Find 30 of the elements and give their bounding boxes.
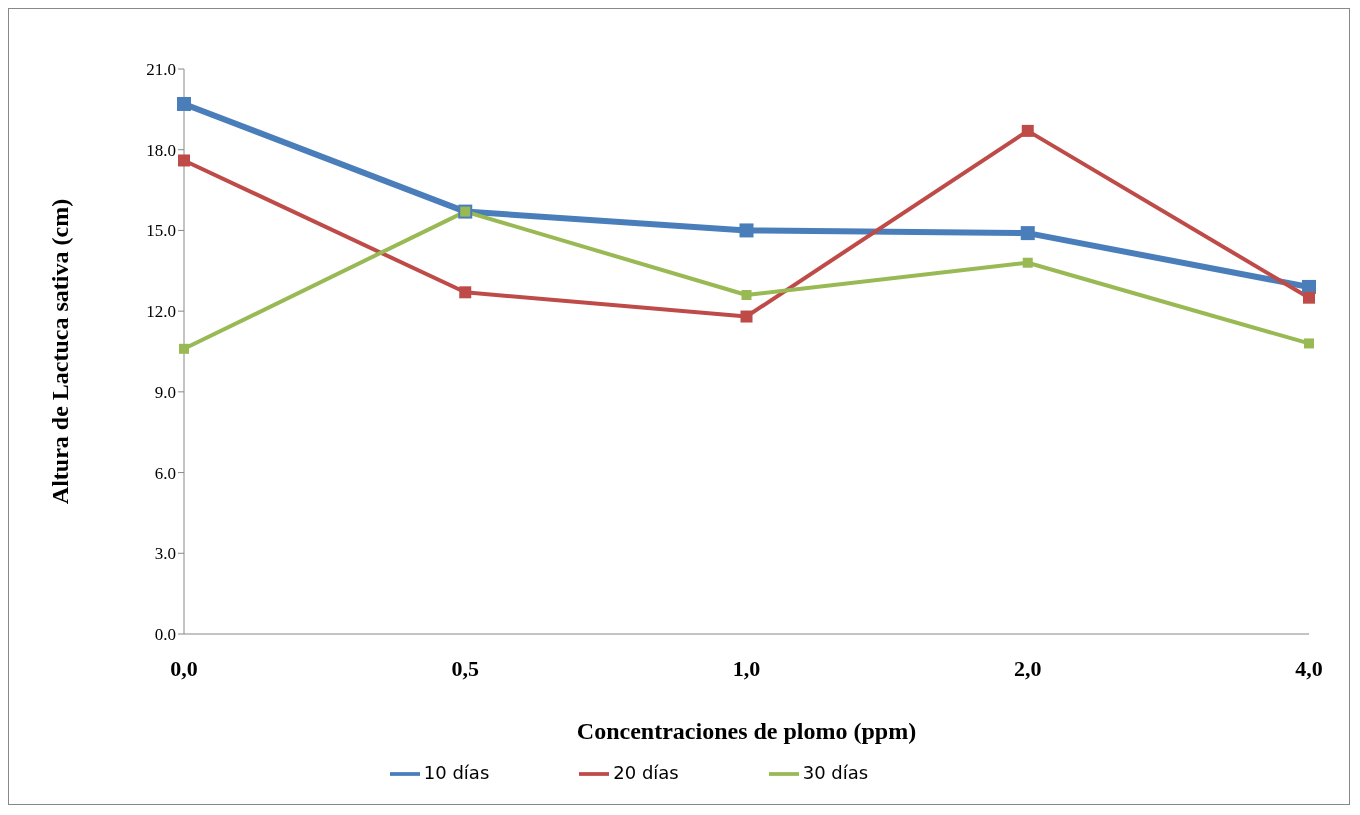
legend-label: 20 días <box>613 762 679 783</box>
y-tick-label: 6.0 <box>154 463 176 483</box>
x-tick-label: 0,0 <box>170 655 198 681</box>
point <box>1304 338 1314 349</box>
legend-label: 30 días <box>802 762 869 783</box>
point <box>1021 124 1034 137</box>
x-axis-title: Concentraciones de plomo (ppm) <box>576 718 917 744</box>
y-tick-label: 12.0 <box>146 302 176 322</box>
point <box>740 310 753 323</box>
point <box>459 286 472 299</box>
x-tick-label: 1,0 <box>732 655 761 681</box>
point <box>1022 257 1033 268</box>
x-tick-label: 0,5 <box>451 655 479 681</box>
x-tick-label: 2,0 <box>1014 655 1042 681</box>
point <box>1020 226 1035 241</box>
point <box>178 154 190 167</box>
point <box>741 290 752 300</box>
y-axis-title: Altura de Lactuca sativa (cm) <box>46 198 73 505</box>
y-tick-label: 18.0 <box>146 140 176 160</box>
legend-label: 10 días <box>423 762 490 783</box>
point <box>177 96 191 111</box>
x-tick-label: 4,0 <box>1295 655 1323 681</box>
point <box>739 223 754 238</box>
y-tick-label: 9.0 <box>154 382 176 402</box>
point <box>1303 291 1315 304</box>
y-tick-label: 15.0 <box>146 221 176 241</box>
point <box>179 343 189 354</box>
y-tick-label: 3.0 <box>154 544 176 564</box>
y-tick-label: 21.0 <box>146 60 176 80</box>
y-tick-label: 0.0 <box>154 625 176 645</box>
